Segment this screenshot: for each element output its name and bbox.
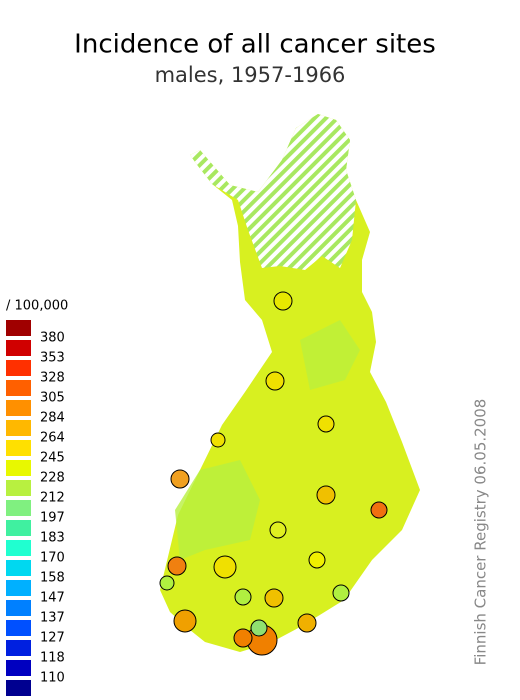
legend-swatch xyxy=(6,620,31,636)
legend-label: 137 xyxy=(40,611,65,626)
legend-swatch xyxy=(6,420,31,436)
legend-label: 305 xyxy=(40,391,65,406)
legend-swatch xyxy=(6,500,31,516)
region-circle xyxy=(234,588,252,606)
legend-swatch xyxy=(6,580,31,596)
region-circle xyxy=(332,584,350,602)
legend-label: 212 xyxy=(40,491,65,506)
region-circle xyxy=(250,619,268,637)
legend-label: 158 xyxy=(40,571,65,586)
legend-swatch xyxy=(6,640,31,656)
green-area xyxy=(175,460,260,560)
region-circle xyxy=(317,415,335,433)
region-circle xyxy=(273,291,293,311)
legend-label: 197 xyxy=(40,511,65,526)
green-area xyxy=(300,320,360,390)
legend-label: 183 xyxy=(40,531,65,546)
legend-label: 118 xyxy=(40,651,65,666)
region-circle xyxy=(213,555,237,579)
title: Incidence of all cancer sites xyxy=(74,30,436,60)
region-circle xyxy=(308,551,326,569)
legend-swatch xyxy=(6,480,31,496)
legend-swatch xyxy=(6,520,31,536)
legend-swatch xyxy=(6,680,31,696)
legend-swatch xyxy=(6,440,31,456)
legend-label: 264 xyxy=(40,431,65,446)
legend-label: 110 xyxy=(40,671,65,686)
region-circle xyxy=(269,521,287,539)
legend-swatch xyxy=(6,340,31,356)
legend-label: 147 xyxy=(40,591,65,606)
legend-unit: / 100,000 xyxy=(6,299,68,314)
region-circle xyxy=(173,609,197,633)
legend-label: 170 xyxy=(40,551,65,566)
region-circle xyxy=(265,371,285,391)
legend-swatch xyxy=(6,600,31,616)
legend-label: 127 xyxy=(40,631,65,646)
legend-swatch xyxy=(6,360,31,376)
map xyxy=(159,114,420,656)
legend-swatch xyxy=(6,660,31,676)
region-circle xyxy=(370,501,388,519)
region-circle xyxy=(210,432,226,448)
legend-label: 353 xyxy=(40,351,65,366)
credit: Finnish Cancer Registry 06.05.2008 xyxy=(472,399,490,666)
legend-swatch xyxy=(6,400,31,416)
region-circle xyxy=(170,469,190,489)
legend-swatch xyxy=(6,540,31,556)
legend-label: 245 xyxy=(40,451,65,466)
legend: 380 353 328 305 284 264 245 228 212 197 183 170 158 1… xyxy=(6,320,65,696)
legend-label: 228 xyxy=(40,471,65,486)
legend-swatch xyxy=(6,460,31,476)
legend-swatch xyxy=(6,380,31,396)
legend-swatch xyxy=(6,320,31,336)
legend-label: 284 xyxy=(40,411,65,426)
legend-label: 328 xyxy=(40,371,65,386)
region-circle xyxy=(316,485,336,505)
region-circle xyxy=(233,628,253,648)
lapland-hatch xyxy=(190,114,356,270)
region-circle xyxy=(297,613,317,633)
legend-label: 380 xyxy=(40,331,65,346)
legend-swatch xyxy=(6,560,31,576)
region-circle xyxy=(159,575,175,591)
region-circle xyxy=(264,588,284,608)
subtitle: males, 1957-1966 xyxy=(155,63,346,87)
region-circle xyxy=(167,556,187,576)
